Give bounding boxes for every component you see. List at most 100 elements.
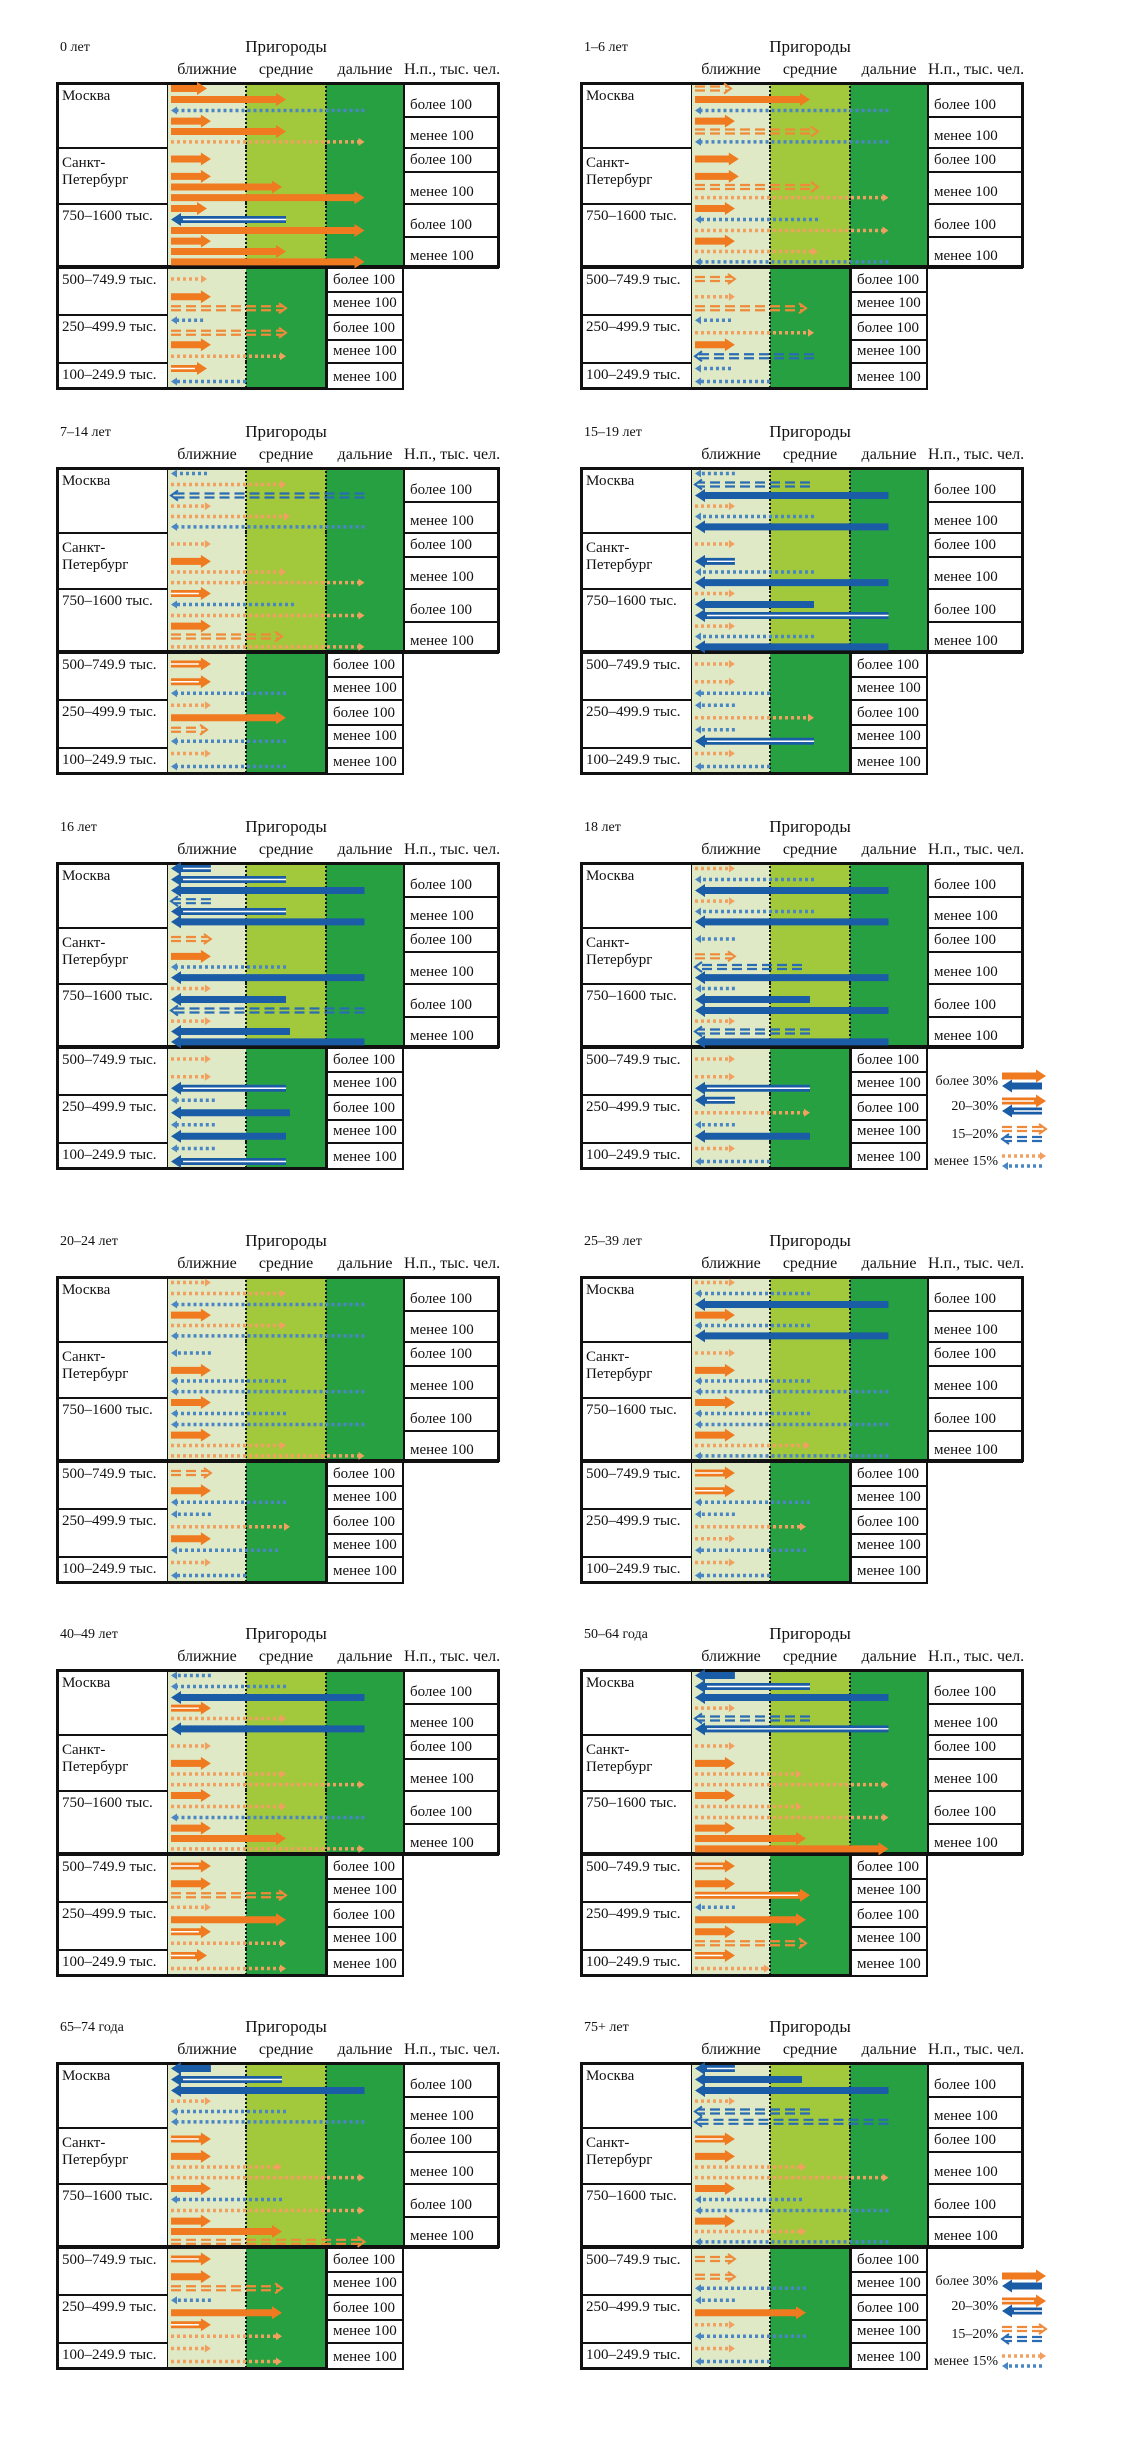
settlement-size-label: более 100 (850, 1047, 928, 1073)
far-suburb-zone (850, 2127, 927, 2183)
far-suburb-zone (770, 1142, 850, 1168)
zone-header-far: дальние (337, 841, 393, 858)
city-size-label: 500–749.9 тыс. (581, 1854, 693, 1903)
age-panel: 25–39 лет Пригороды ближние средние дальние Н… (524, 1194, 1048, 1594)
far-suburb-zone (326, 1670, 403, 1734)
zone-divider (245, 1901, 247, 1949)
zone-divider (769, 983, 771, 1047)
legend-label: 15–20% (951, 2327, 998, 2342)
zone-divider (769, 1854, 771, 1901)
near-suburb-zone (692, 2247, 770, 2294)
city-size-label: Санкт- Петербург (57, 927, 169, 985)
settlement-size-label: более 100 (403, 2063, 499, 2098)
city-size-label: 250–499.9 тыс. (581, 314, 693, 364)
middle-suburb-zone (770, 1341, 850, 1397)
near-suburb-zone (692, 203, 770, 267)
city-size-label-line: 750–1600 тыс. (586, 1795, 677, 1811)
settlement-size-label: менее 100 (927, 2096, 1023, 2129)
city-size-label-line: 250–499.9 тыс. (62, 1099, 157, 1115)
near-suburb-zone (168, 1901, 246, 1949)
age-panel: 7–14 лет Пригороды ближние средние дальние Н.… (0, 385, 524, 785)
far-suburb-zone (850, 983, 927, 1047)
legend-outflow-arrow-less-15 (1002, 1152, 1046, 1160)
settlement-size-label: более 100 (927, 2183, 1023, 2218)
city-size-label: 250–499.9 тыс. (57, 1508, 169, 1558)
zone-divider (849, 468, 851, 532)
far-suburb-zone (850, 468, 927, 532)
near-suburb-zone (692, 1670, 770, 1734)
zone-divider (245, 2247, 247, 2294)
far-suburb-zone (850, 2063, 927, 2127)
zone-header-far: дальние (861, 2041, 917, 2058)
settlement-size-label: более 100 (927, 1341, 1023, 1367)
city-size-label-line: 100–249.9 тыс. (62, 752, 157, 768)
settlement-size-label: более 100 (927, 1397, 1023, 1432)
near-suburb-zone (692, 2294, 770, 2342)
far-suburb-zone (850, 927, 927, 983)
settlement-size-label: менее 100 (927, 116, 1023, 149)
city-size-label: 750–1600 тыс. (581, 2183, 693, 2249)
city-size-label-line: Санкт- (586, 540, 630, 556)
settlement-size-label: более 100 (403, 147, 499, 173)
zone-divider (245, 147, 247, 203)
settlement-size-label: менее 100 (927, 1823, 1023, 1856)
settlement-size-label: менее 100 (326, 676, 404, 701)
city-size-label-line: 250–499.9 тыс. (62, 1513, 157, 1529)
zone-header-near: ближние (701, 841, 761, 858)
near-suburb-zone (168, 588, 246, 652)
zone-divider (245, 1397, 247, 1461)
city-size-label: 750–1600 тыс. (581, 1790, 693, 1856)
near-suburb-zone (692, 927, 770, 983)
legend-outflow-arrow-20-30 (1002, 2294, 1046, 2308)
near-suburb-zone (692, 863, 770, 927)
middle-suburb-zone (770, 203, 850, 267)
far-suburb-zone (850, 863, 927, 927)
settlement-size-label: менее 100 (326, 1556, 404, 1584)
settlement-size-label: менее 100 (326, 747, 404, 775)
settlement-size-label: менее 100 (326, 2319, 404, 2344)
city-size-label-line: 750–1600 тыс. (586, 208, 677, 224)
near-suburb-zone (692, 1047, 770, 1094)
zone-divider (849, 203, 851, 267)
zone-divider (245, 1094, 247, 1142)
settlement-size-label: менее 100 (850, 2342, 928, 2370)
middle-suburb-zone (246, 588, 326, 652)
zone-header-middle: средние (258, 446, 314, 463)
near-suburb-zone (692, 83, 770, 147)
settlement-size-label: менее 100 (403, 1823, 499, 1856)
far-suburb-zone (850, 588, 927, 652)
zone-divider (769, 1397, 771, 1461)
settlement-size-label: менее 100 (326, 1533, 404, 1558)
near-suburb-zone (168, 1142, 246, 1168)
settlement-size-label: менее 100 (850, 1533, 928, 1558)
middle-suburb-zone (246, 1734, 326, 1790)
zone-divider (769, 532, 771, 588)
settlement-size-label: более 100 (927, 147, 1023, 173)
near-suburb-zone (692, 267, 770, 314)
zone-divider (325, 468, 327, 532)
city-size-label-line: 750–1600 тыс. (586, 988, 677, 1004)
city-size-label: Санкт- Петербург (57, 2127, 169, 2185)
zone-divider (769, 203, 771, 267)
legend-label: более 30% (935, 2274, 998, 2289)
far-suburb-zone (326, 2127, 403, 2183)
settlement-size-label: более 100 (850, 267, 928, 293)
city-size-label: Москва (581, 2063, 693, 2129)
zone-divider (769, 1901, 771, 1949)
zone-divider (769, 2342, 771, 2368)
middle-suburb-zone (246, 1277, 326, 1341)
settlement-size-label: менее 100 (850, 362, 928, 390)
middle-suburb-zone (246, 2063, 326, 2127)
city-size-label: 500–749.9 тыс. (57, 1854, 169, 1903)
near-suburb-zone (168, 927, 246, 983)
settlement-size-label: более 100 (927, 983, 1023, 1018)
near-suburb-zone (692, 2342, 770, 2368)
city-size-label-line: 750–1600 тыс. (62, 1402, 153, 1418)
settlement-size-label: более 100 (850, 2294, 928, 2321)
age-panel: 16 лет Пригороды ближние средние дальние Н.п.… (0, 780, 524, 1180)
zone-divider (325, 2183, 327, 2247)
near-suburb-zone (692, 1508, 770, 1556)
far-suburb-zone (326, 468, 403, 532)
zone-divider (245, 2342, 247, 2368)
far-suburb-zone (850, 2183, 927, 2247)
